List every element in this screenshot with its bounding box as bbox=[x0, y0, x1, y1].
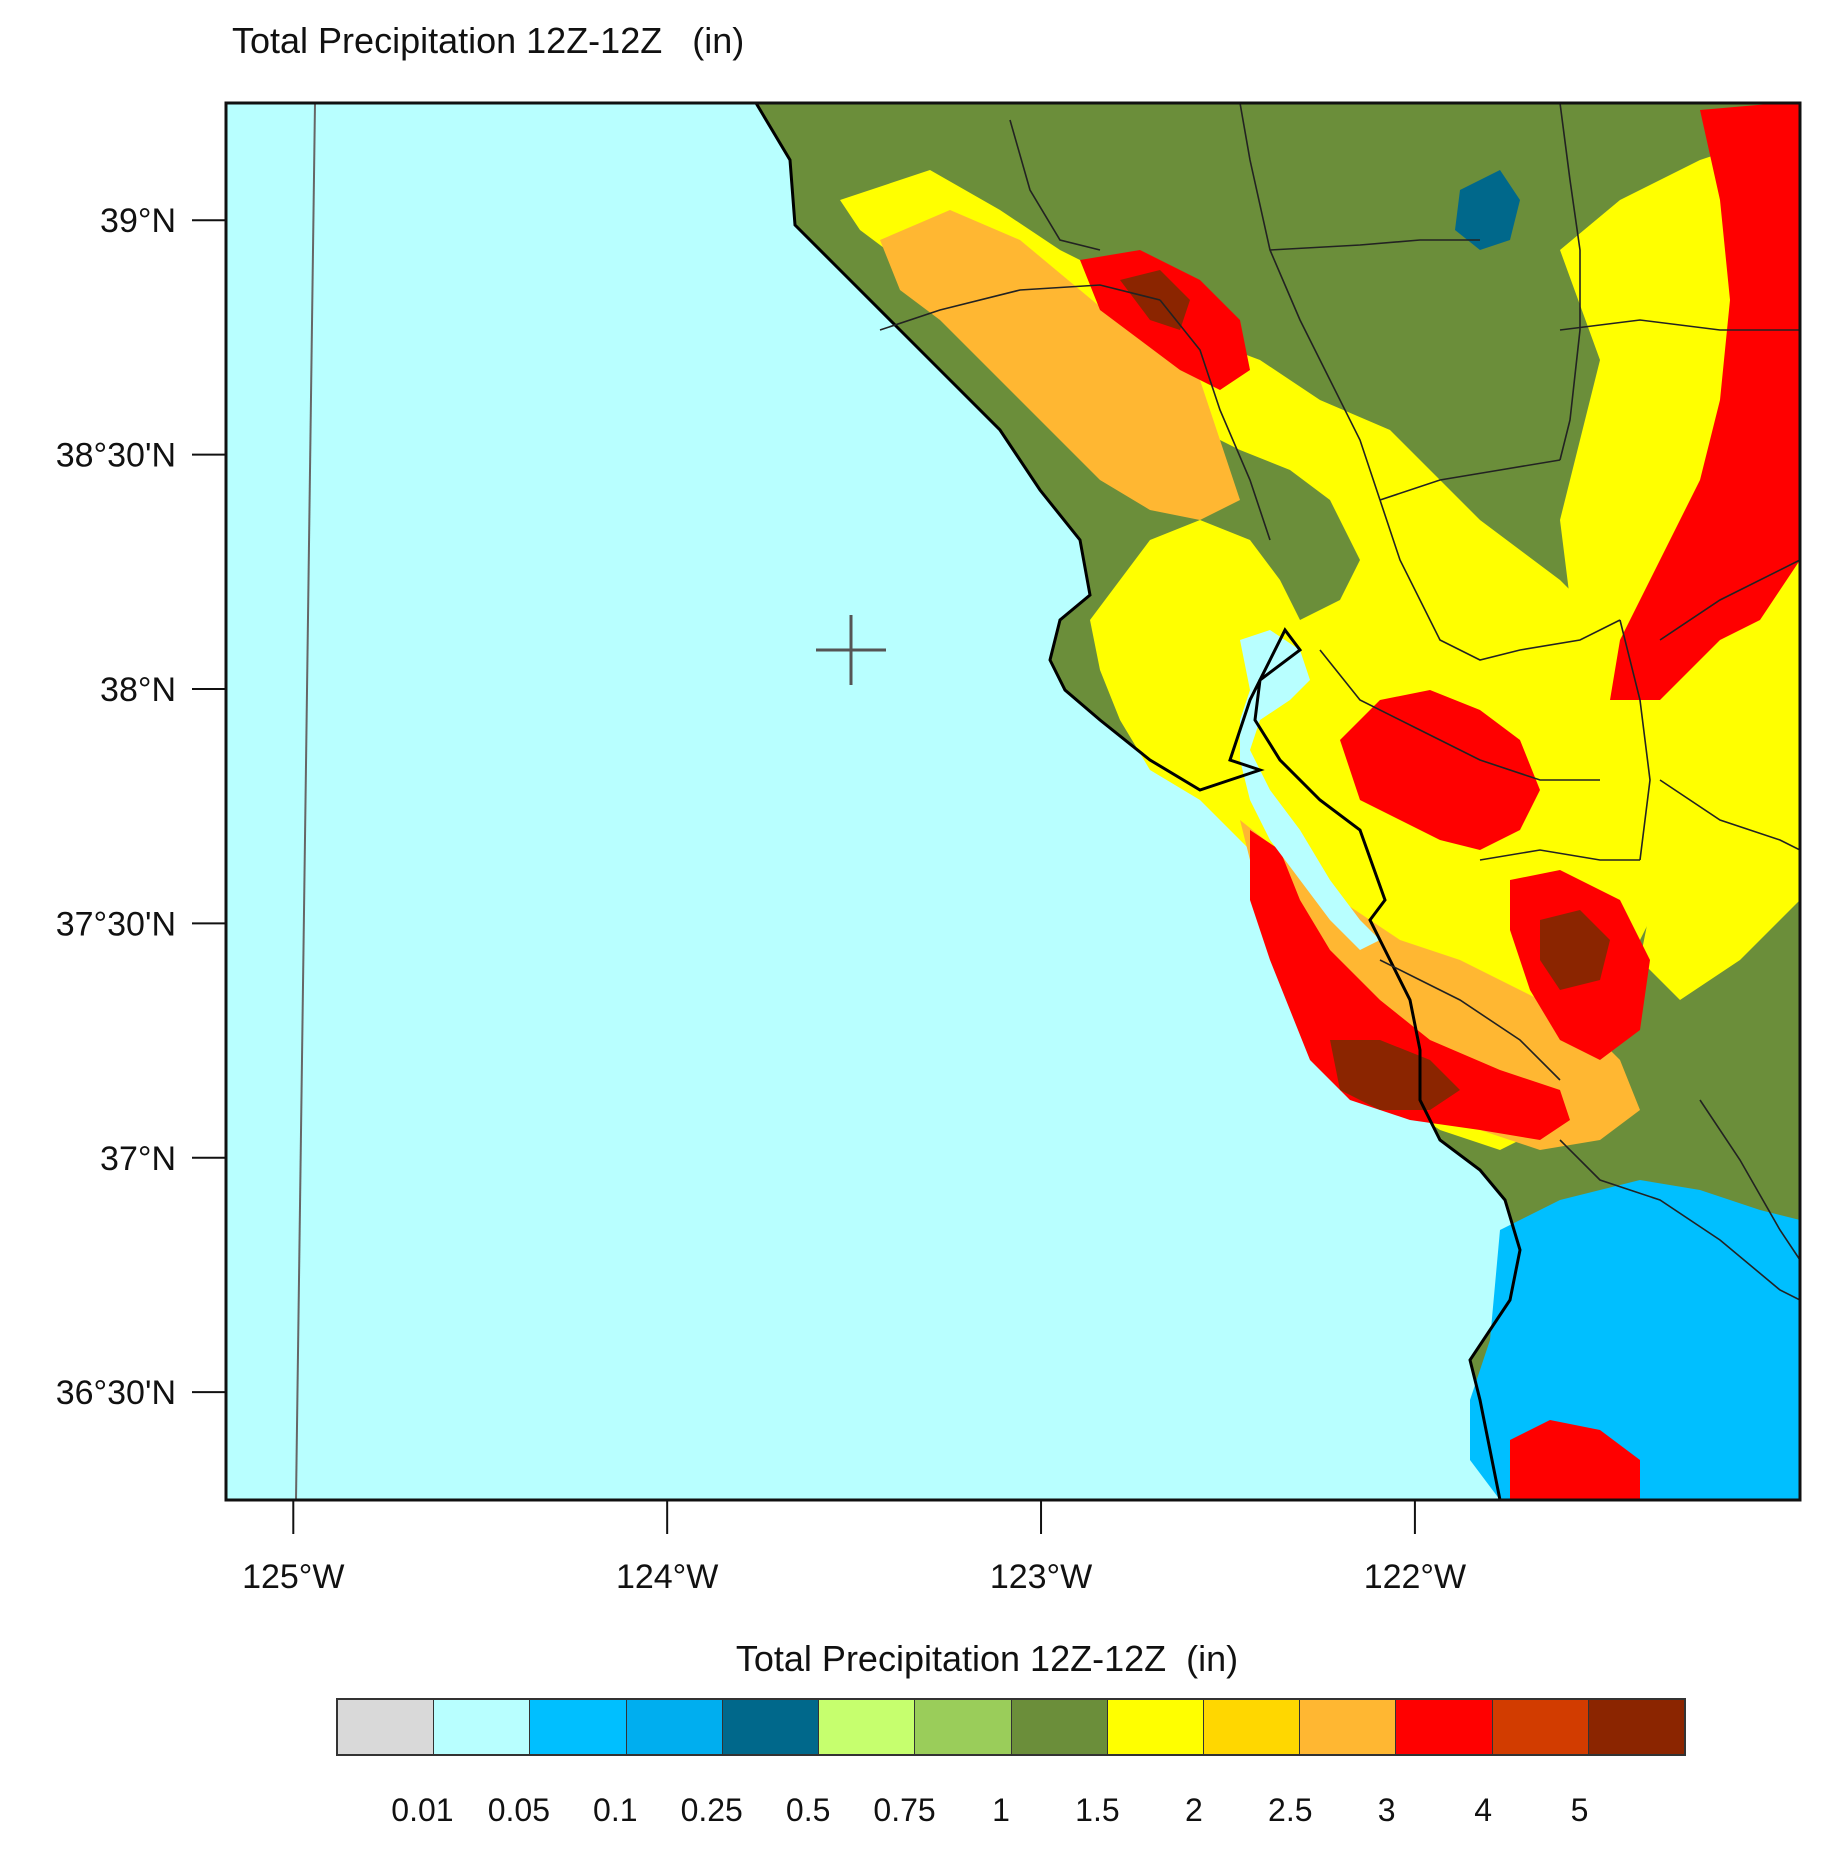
legend-swatch bbox=[338, 1700, 435, 1754]
coastline bbox=[754, 103, 1522, 1500]
lat-tick-label: 37°30'N bbox=[56, 905, 176, 943]
legend-label: 0.05 bbox=[487, 1792, 550, 1828]
legend-swatch bbox=[915, 1700, 1012, 1754]
legend-label: 0.75 bbox=[873, 1792, 936, 1828]
lat-tick-label: 38°30'N bbox=[56, 437, 176, 475]
latitude-ticks: 39°N 38°30'N 38°N 37°30'N 37°N 36°30'N bbox=[56, 202, 226, 1412]
lon-tick-label: 124°W bbox=[616, 1558, 718, 1596]
plot-frame bbox=[224, 101, 1802, 1502]
legend-label: 3 bbox=[1377, 1792, 1396, 1828]
legend-label: 1 bbox=[992, 1792, 1010, 1828]
legend-label: 0.1 bbox=[593, 1792, 638, 1828]
legend-swatch bbox=[1300, 1700, 1397, 1754]
precip-2.5in-region bbox=[880, 210, 1240, 520]
map-title: Total Precipitation 12Z-12Z (in) bbox=[232, 20, 745, 61]
precip-3in-central bbox=[1340, 690, 1540, 850]
legend-swatch bbox=[626, 1700, 723, 1754]
lon-tick-label: 123°W bbox=[990, 1558, 1092, 1596]
precip-5in-core-coast bbox=[1330, 1040, 1460, 1110]
legend-label: 0.5 bbox=[785, 1792, 831, 1828]
precip-3in-coast bbox=[1250, 830, 1570, 1140]
legend-swatch bbox=[1203, 1700, 1301, 1754]
legend-swatch bbox=[722, 1700, 820, 1754]
precip-red-south-pocket bbox=[1510, 1420, 1640, 1500]
precip-5in-core-east bbox=[1540, 910, 1610, 990]
legend-label: 2 bbox=[1184, 1792, 1203, 1828]
legend-label: 0.01 bbox=[391, 1792, 454, 1828]
lat-tick-label: 39°N bbox=[100, 202, 176, 240]
legend-label: 4 bbox=[1474, 1792, 1493, 1828]
county-borders bbox=[879, 103, 1800, 1301]
legend-label: 0.25 bbox=[680, 1792, 743, 1828]
legend-colorbar bbox=[336, 1698, 1686, 1756]
lat-tick-label: 37°N bbox=[100, 1140, 176, 1178]
legend-swatch bbox=[1107, 1700, 1204, 1754]
crosshair-marker bbox=[816, 615, 886, 685]
legend-swatch bbox=[819, 1700, 916, 1754]
map-plot-area bbox=[226, 103, 1800, 1500]
legend-swatch bbox=[1396, 1700, 1493, 1754]
longitude-ticks: 125°W 124°W 123°W 122°W bbox=[242, 1500, 1466, 1596]
legend-label: 5 bbox=[1570, 1792, 1589, 1828]
lat-tick-label: 36°30'N bbox=[56, 1374, 176, 1412]
legend-label: 1.5 bbox=[1075, 1792, 1120, 1828]
lon-tick-label: 125°W bbox=[242, 1558, 344, 1596]
meridian-line bbox=[295, 103, 316, 1500]
legend-swatch bbox=[1492, 1700, 1589, 1754]
precip-darkblue-lake bbox=[1455, 170, 1520, 250]
legend-labels: 0.01 0.05 0.1 0.25 0.5 0.75 1 1.5 2 2.5 3 4 5 bbox=[0, 1792, 1824, 1842]
legend-title: Total Precipitation 12Z-12Z (in) bbox=[735, 1638, 1239, 1679]
legend-swatch bbox=[530, 1700, 627, 1754]
lat-tick-label: 38°N bbox=[100, 671, 176, 709]
legend-swatch bbox=[1588, 1700, 1685, 1754]
legend-swatch bbox=[434, 1700, 531, 1754]
legend-label: 2.5 bbox=[1268, 1792, 1313, 1828]
lon-tick-label: 122°W bbox=[1364, 1558, 1466, 1596]
precip-low-south bbox=[1470, 1180, 1800, 1500]
sf-bay-water bbox=[1240, 630, 1380, 950]
land-mass bbox=[756, 103, 1800, 1500]
precip-3in-northeast bbox=[1610, 103, 1800, 700]
legend-swatch bbox=[1011, 1700, 1108, 1754]
